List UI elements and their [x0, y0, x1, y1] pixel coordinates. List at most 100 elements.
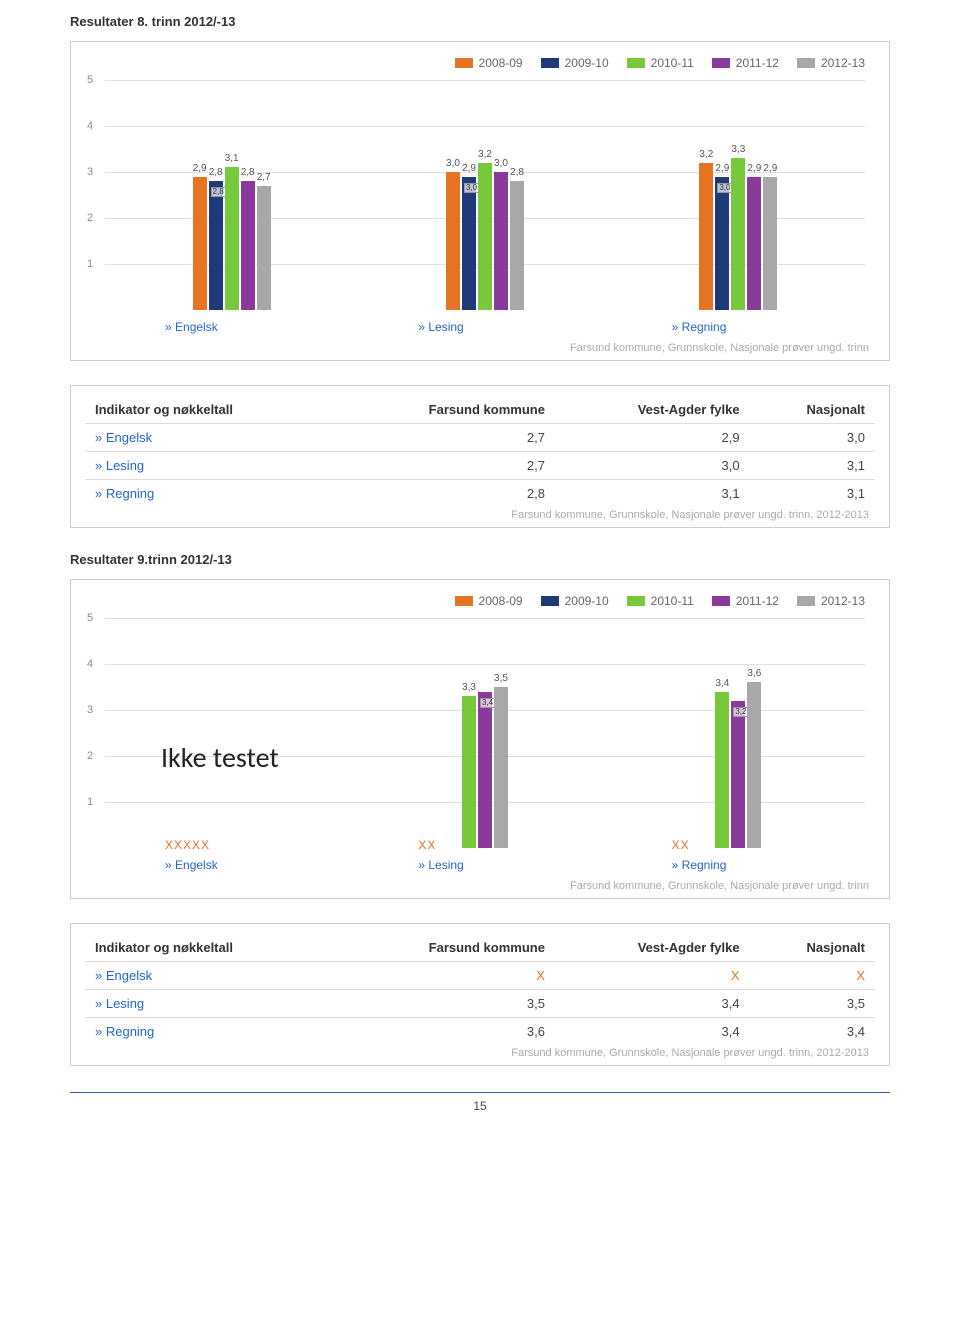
row-link[interactable]: Regning [106, 1024, 154, 1039]
cell-value: X [337, 962, 555, 990]
bar: 2,7 [257, 186, 271, 310]
row-label[interactable]: Engelsk [85, 424, 337, 452]
x-axis-label[interactable]: Engelsk [105, 858, 358, 872]
y-tick-label: 5 [87, 74, 93, 86]
row-label[interactable]: Lesing [85, 990, 337, 1018]
legend-label: 2011-12 [736, 594, 779, 608]
legend-item: 2008-09 [455, 56, 523, 70]
legend-item: 2008-09 [455, 594, 523, 608]
cell-value: 2,7 [337, 452, 555, 480]
table-row: Lesing3,53,43,5 [85, 990, 875, 1018]
chart-caption-2: Farsund kommune, Grunnskole, Nasjonale p… [85, 878, 875, 896]
bar-inner-label: 3,0 [717, 183, 732, 193]
legend-label: 2011-12 [736, 56, 779, 70]
bar-group: 3,02,93,03,23,02,8 [358, 80, 611, 310]
legend-label: 2012-13 [821, 56, 865, 70]
legend-swatch [455, 596, 473, 606]
y-tick-label: 4 [87, 658, 93, 670]
bar: 3,2 [699, 163, 713, 310]
bar-chart-1: 12345 2,92,82,83,12,82,73,02,93,03,23,02… [105, 80, 875, 340]
xx-marker: XX [418, 838, 436, 852]
chart-legend-2: 2008-09 2009-10 2010-11 2011-12 2012-13 [85, 590, 875, 618]
cell-value: 3,0 [555, 452, 750, 480]
legend-label: 2012-13 [821, 594, 865, 608]
x-axis-label[interactable]: Regning [612, 858, 865, 872]
cell-value: X [555, 962, 750, 990]
bar: 2,93,0 [715, 177, 729, 310]
bar: 2,9 [193, 177, 207, 310]
legend-swatch [541, 58, 559, 68]
xx-marker: XXXXX [165, 838, 210, 852]
x-axis-label[interactable]: Lesing [358, 320, 611, 334]
x-axis-label[interactable]: Engelsk [105, 320, 358, 334]
bar: 3,4 [715, 692, 729, 848]
cell-value: 3,4 [555, 990, 750, 1018]
x-value: X [731, 968, 740, 983]
table-header: Farsund kommune [337, 396, 555, 424]
page: Resultater 8. trinn 2012/-13 2008-092009… [0, 0, 960, 1133]
x-axis-label[interactable]: Lesing [358, 858, 611, 872]
bar-inner-label: 3,2 [733, 707, 748, 717]
bar: 3,3 [462, 696, 476, 848]
chart-caption-1: Farsund kommune, Grunnskole, Nasjonale p… [85, 340, 875, 358]
table-row: EngelskXXX [85, 962, 875, 990]
section-title-2: Resultater 9.trinn 2012/-13 [70, 552, 890, 567]
row-link[interactable]: Lesing [106, 458, 144, 473]
x-axis-label[interactable]: Regning [612, 320, 865, 334]
table-caption-2: Farsund kommune, Grunnskole, Nasjonale p… [85, 1045, 875, 1063]
bar: 3,0 [446, 172, 460, 310]
bar-value-label: 3,5 [494, 673, 508, 684]
table-row: Lesing 2,73,03,1 [85, 452, 875, 480]
cell-value: 3,1 [750, 452, 875, 480]
cell-value: 3,0 [750, 424, 875, 452]
row-label[interactable]: Regning [85, 1018, 337, 1046]
bar-inner-label: 2,8 [211, 187, 226, 197]
bar-value-label: 2,8 [209, 167, 223, 178]
bar-value-label: 3,3 [731, 144, 745, 155]
table-caption-1: Farsund kommune, Grunnskole, Nasjonale p… [85, 507, 875, 525]
legend-item: 2012-13 [797, 594, 865, 608]
legend-swatch [797, 58, 815, 68]
legend-swatch [541, 596, 559, 606]
row-link[interactable]: Engelsk [106, 968, 152, 983]
table-row: Regning2,83,13,1 [85, 480, 875, 508]
bar: 3,2 [478, 163, 492, 310]
y-tick-label: 2 [87, 750, 93, 762]
legend-item: 2010-11 [627, 594, 694, 608]
cell-value: 3,5 [750, 990, 875, 1018]
cell-value: X [750, 962, 875, 990]
table-header: Nasjonalt [750, 934, 875, 962]
bar-cluster: 2,92,82,83,12,82,7 [193, 80, 271, 310]
legend-label: 2010-11 [651, 56, 694, 70]
table-header: Vest-Agder fylke [555, 396, 750, 424]
y-tick-label: 3 [87, 166, 93, 178]
y-tick-label: 3 [87, 704, 93, 716]
bar-cluster: 3,43,23,6 [715, 618, 761, 848]
table-header: Farsund kommune [337, 934, 555, 962]
row-link[interactable]: Regning [106, 486, 154, 501]
row-label[interactable]: Regning [85, 480, 337, 508]
data-table-1: Indikator og nøkkeltallFarsund kommuneVe… [85, 396, 875, 507]
row-link[interactable]: Engelsk [106, 430, 152, 445]
bar: 2,93,0 [462, 177, 476, 310]
row-label[interactable]: Lesing [85, 452, 337, 480]
cell-value: 3,1 [555, 480, 750, 508]
bar-value-label: 2,9 [193, 163, 207, 174]
bar-value-label: 3,2 [699, 149, 713, 160]
bar-group: 3,22,93,03,32,92,9 [612, 80, 865, 310]
bar: 3,5 [494, 687, 508, 848]
bar-group: XX3,33,43,5 [358, 618, 611, 848]
bar-value-label: 2,8 [510, 167, 524, 178]
y-tick-label: 4 [87, 120, 93, 132]
bar: 2,82,8 [209, 181, 223, 310]
row-link[interactable]: Lesing [106, 996, 144, 1011]
y-tick-label: 5 [87, 612, 93, 624]
table-header: Indikator og nøkkeltall [85, 934, 337, 962]
row-label[interactable]: Engelsk [85, 962, 337, 990]
legend-item: 2011-12 [712, 594, 779, 608]
legend-item: 2009-10 [541, 594, 609, 608]
bar: 3,1 [225, 167, 239, 310]
cell-value: 3,6 [337, 1018, 555, 1046]
y-tick-label: 2 [87, 212, 93, 224]
bar-value-label: 2,8 [241, 167, 255, 178]
